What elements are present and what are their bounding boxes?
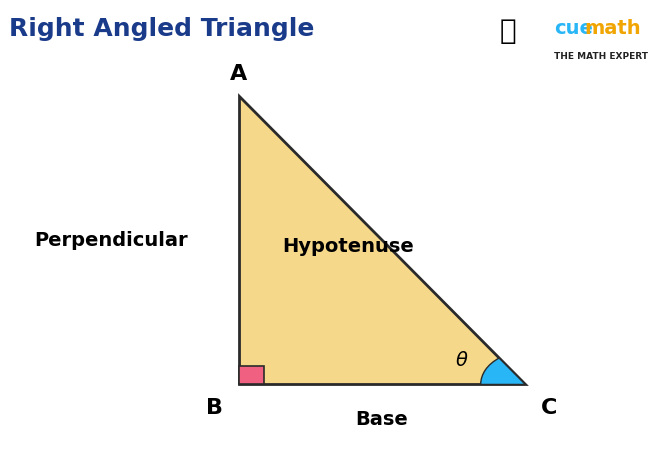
Polygon shape — [239, 96, 526, 384]
Polygon shape — [239, 366, 264, 384]
Text: C: C — [541, 398, 558, 418]
Text: Perpendicular: Perpendicular — [34, 231, 188, 250]
Text: 🚀: 🚀 — [500, 17, 516, 45]
Text: θ: θ — [456, 351, 468, 370]
Text: A: A — [230, 64, 247, 84]
Text: Right Angled Triangle: Right Angled Triangle — [9, 17, 315, 41]
Text: Base: Base — [356, 410, 408, 429]
Text: B: B — [205, 398, 223, 418]
Text: THE MATH EXPERT: THE MATH EXPERT — [554, 52, 648, 61]
Text: cue: cue — [554, 19, 593, 38]
Text: Hypotenuse: Hypotenuse — [282, 236, 414, 256]
Wedge shape — [481, 358, 526, 384]
Text: math: math — [584, 19, 641, 38]
